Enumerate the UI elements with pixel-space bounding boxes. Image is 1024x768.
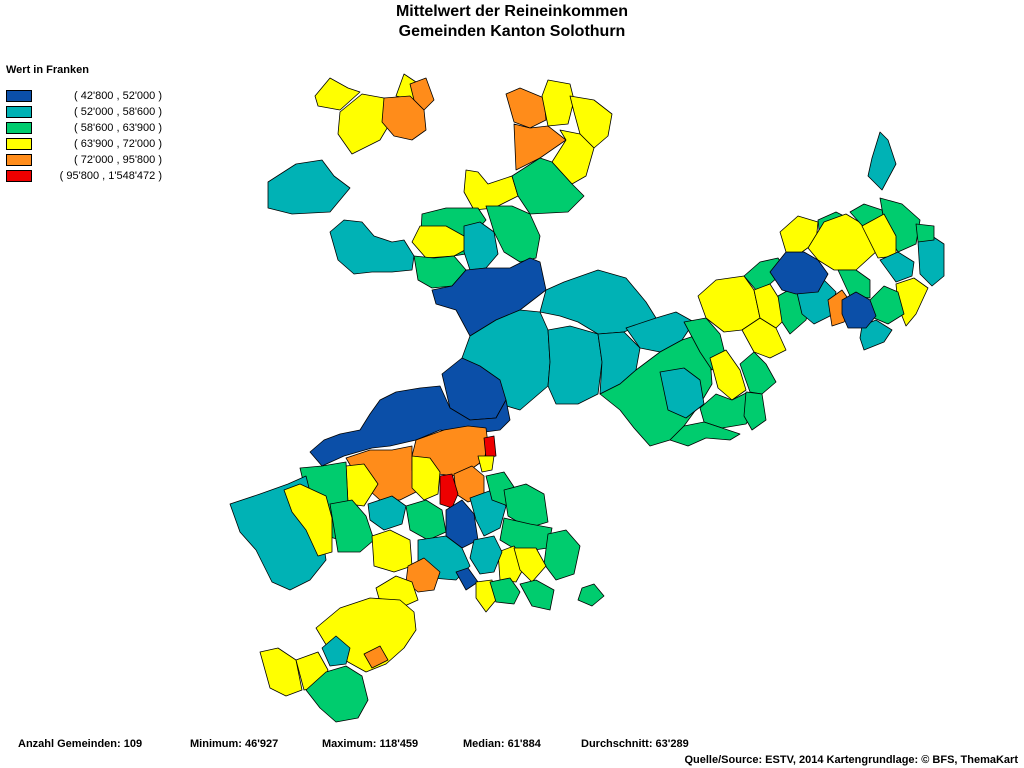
municipality[interactable]	[543, 529, 581, 581]
municipality[interactable]	[283, 483, 333, 557]
municipality[interactable]	[463, 169, 519, 211]
municipality[interactable]	[743, 391, 767, 431]
municipality[interactable]	[329, 499, 375, 553]
municipality[interactable]	[513, 547, 547, 583]
map-title: Mittelwert der Reineinkommen Gemeinden K…	[0, 2, 1024, 42]
municipality[interactable]	[337, 93, 393, 155]
municipality[interactable]	[503, 483, 549, 529]
municipality[interactable]	[551, 129, 595, 185]
map-title-line2: Gemeinden Kanton Solothurn	[398, 23, 626, 40]
municipality[interactable]	[879, 251, 915, 283]
municipality[interactable]	[859, 319, 893, 351]
municipality[interactable]	[321, 635, 351, 667]
stat-minimum: Minimum: 46'927	[190, 738, 279, 750]
municipality[interactable]	[259, 647, 303, 697]
municipality[interactable]	[463, 221, 499, 271]
municipality[interactable]	[411, 455, 441, 501]
municipality[interactable]	[455, 567, 479, 591]
municipality[interactable]	[329, 219, 415, 275]
municipality[interactable]	[489, 577, 521, 605]
municipality[interactable]	[431, 257, 547, 337]
municipality[interactable]	[519, 579, 555, 611]
legend-swatch	[6, 154, 32, 166]
legend-swatch	[6, 106, 32, 118]
map-title-line1: Mittelwert der Reineinkommen	[395, 3, 629, 20]
municipality[interactable]	[267, 159, 351, 215]
municipality[interactable]	[541, 79, 575, 127]
municipality[interactable]	[469, 535, 503, 575]
legend-swatch	[6, 90, 32, 102]
legend-swatch	[6, 122, 32, 134]
municipality[interactable]	[485, 205, 541, 263]
stat-count: Anzahl Gemeinden: 109	[18, 738, 143, 750]
municipality[interactable]	[867, 131, 897, 191]
municipality[interactable]	[837, 269, 871, 299]
municipality[interactable]	[475, 579, 497, 613]
legend-label: ( 63'900 , 72'000 )	[74, 138, 162, 150]
municipality[interactable]	[371, 529, 413, 573]
legend-item: ( 58'600 , 63'900 )	[6, 122, 162, 138]
legend-item: ( 42'800 , 52'000 )	[6, 90, 162, 106]
municipality[interactable]	[363, 645, 389, 669]
municipality[interactable]	[439, 473, 459, 509]
municipality[interactable]	[569, 95, 613, 149]
legend-heading: Wert in Franken	[6, 64, 89, 76]
legend-item: ( 63'900 , 72'000 )	[6, 138, 162, 154]
municipality[interactable]	[381, 95, 427, 141]
legend: Wert in Franken ( 42'800 , 52'000 ) ( 52…	[6, 64, 162, 186]
statistics-bar: Anzahl Gemeinden: 109 Minimum: 46'927 Ma…	[0, 738, 1024, 752]
legend-swatch	[6, 170, 32, 182]
municipality[interactable]	[699, 391, 757, 429]
municipality[interactable]	[314, 77, 361, 111]
legend-label: ( 58'600 , 63'900 )	[74, 122, 162, 134]
municipality[interactable]	[841, 291, 877, 329]
municipality[interactable]	[917, 235, 945, 287]
stat-median: Median: 61'884	[463, 738, 541, 750]
municipality[interactable]	[477, 455, 495, 473]
municipality[interactable]	[669, 421, 741, 447]
municipality[interactable]	[577, 583, 605, 607]
legend-swatch	[6, 138, 32, 150]
municipality[interactable]	[915, 223, 935, 243]
source-note: Quelle/Source: ESTV, 2014 Kartengrundlag…	[684, 754, 1018, 766]
legend-label: ( 42'800 , 52'000 )	[74, 90, 162, 102]
legend-label: ( 52'000 , 58'600 )	[74, 106, 162, 118]
legend-label: ( 72'000 , 95'800 )	[74, 154, 162, 166]
stat-mean: Durchschnitt: 63'289	[581, 738, 689, 750]
legend-label: ( 95'800 , 1'548'472 )	[59, 170, 162, 182]
municipality[interactable]	[305, 665, 369, 723]
stat-maximum: Maximum: 118'459	[322, 738, 419, 750]
legend-item: ( 52'000 , 58'600 )	[6, 106, 162, 122]
municipality[interactable]	[505, 87, 547, 129]
municipality[interactable]	[511, 157, 585, 215]
municipality[interactable]	[367, 495, 407, 531]
legend-item: ( 72'000 , 95'800 )	[6, 154, 162, 170]
municipality[interactable]	[709, 349, 747, 401]
municipality[interactable]	[861, 213, 897, 259]
municipality[interactable]	[483, 435, 497, 459]
municipality[interactable]	[405, 499, 447, 541]
municipality[interactable]	[599, 333, 713, 447]
municipality[interactable]	[625, 311, 695, 353]
legend-item: ( 95'800 , 1'548'472 )	[6, 170, 162, 186]
municipality[interactable]	[547, 325, 603, 405]
municipality[interactable]	[309, 385, 511, 467]
